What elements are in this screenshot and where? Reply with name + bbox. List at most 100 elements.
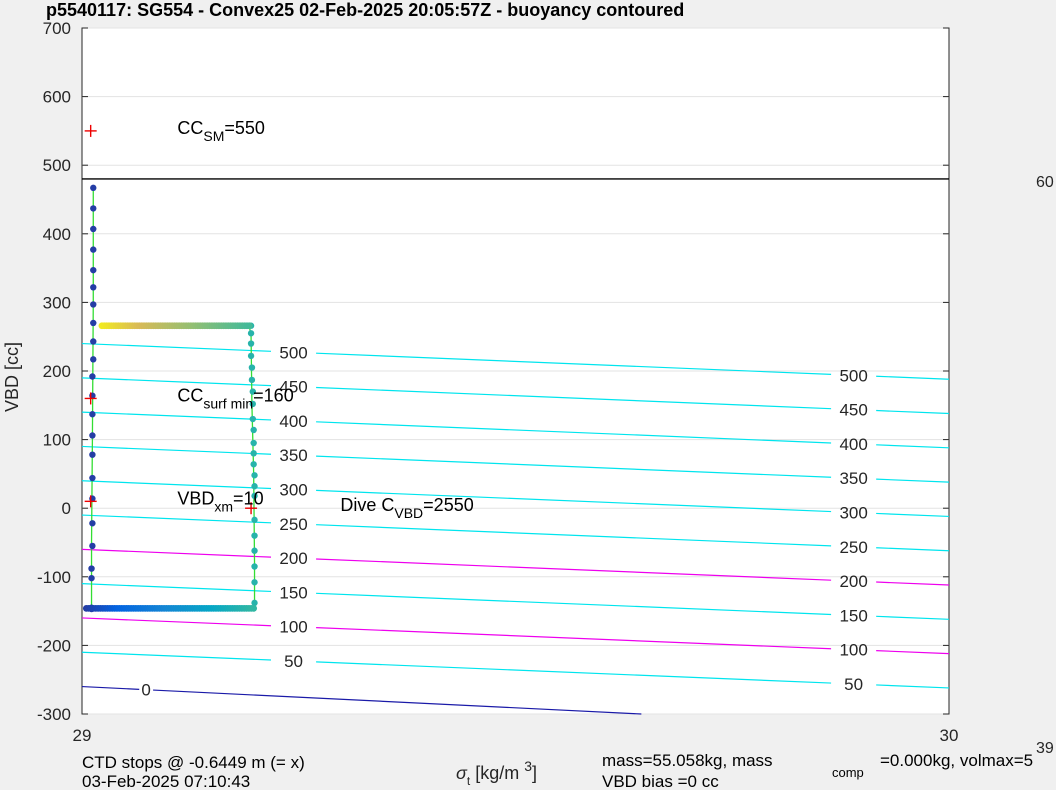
annotation-label: CCsurf min=160 — [177, 385, 293, 411]
vbd-bias-text: VBD bias =0 cc — [602, 772, 719, 790]
data-point — [251, 599, 258, 607]
annotation-label: VBDxm=10 — [177, 488, 263, 514]
contour-label-400: 400 — [839, 435, 867, 454]
data-point — [89, 411, 96, 418]
data-point — [90, 205, 97, 212]
annotation-label: Dive CVBD=2550 — [340, 495, 473, 521]
contour-line-200 — [876, 581, 950, 586]
buoyancy-contours: 0 50 50 100 100 150 150 200 200 250 250 300 300 350 35… — [81, 342, 950, 715]
y-tick-label: 700 — [43, 19, 71, 38]
data-point — [89, 373, 96, 380]
y-axis-label: VBD [cc] — [2, 342, 22, 412]
contour-label-50: 50 — [844, 675, 863, 694]
y-tick-label: 0 — [62, 499, 71, 518]
mass-comp-subscript: comp — [832, 765, 864, 780]
x-axis-label: σt [kg/m 3] — [456, 758, 537, 788]
data-point — [90, 356, 97, 363]
contour-line-500 — [316, 352, 832, 375]
contour-label-200: 200 — [839, 572, 867, 591]
x-tick-label: 30 — [940, 726, 959, 745]
ctd-stops-line2: 03-Feb-2025 07:10:43 — [82, 772, 250, 790]
data-point — [250, 439, 257, 447]
contour-line-250 — [316, 524, 832, 547]
contour-line-350 — [316, 455, 832, 478]
contour-line-250 — [81, 514, 272, 524]
contour-label-50: 50 — [284, 652, 303, 671]
contour-line-450 — [876, 409, 950, 415]
y-tick-label: 600 — [43, 88, 71, 107]
data-point — [247, 352, 255, 360]
contour-line-100 — [81, 617, 272, 627]
data-point — [249, 400, 256, 408]
contour-label-150: 150 — [839, 606, 867, 625]
red-plus-marker — [84, 495, 97, 508]
y-tick-label: 200 — [43, 362, 71, 381]
data-point — [250, 450, 257, 457]
contour-line-200 — [316, 558, 832, 581]
contour-label-300: 300 — [279, 480, 307, 499]
data-point — [90, 266, 97, 274]
data-points — [82, 184, 258, 613]
y-tick-label: 400 — [43, 225, 71, 244]
contour-line-150 — [876, 615, 950, 620]
data-point — [251, 492, 258, 500]
contour-line-150 — [316, 592, 832, 616]
contour-line-450 — [81, 377, 272, 387]
data-point — [89, 451, 96, 458]
contour-line-350 — [81, 445, 272, 455]
contour-line-50 — [316, 661, 832, 684]
contour-line-250 — [876, 547, 950, 552]
data-point — [88, 565, 95, 572]
contour-line-50 — [81, 651, 272, 661]
contour-label-300: 300 — [839, 504, 867, 523]
contour-label-350: 350 — [279, 446, 307, 465]
contour-label-250: 250 — [839, 538, 867, 557]
y-tick-label: 300 — [43, 293, 71, 312]
contour-label-200: 200 — [279, 549, 307, 568]
y-tick-label: 100 — [43, 431, 71, 450]
data-point — [90, 284, 97, 291]
data-point — [251, 563, 258, 570]
contour-line-50 — [876, 684, 950, 689]
red-plus-marker — [84, 124, 97, 137]
right-axis-tick-lower: 39 — [1036, 740, 1054, 757]
mass-info-part-a: mass=55.058kg, mass — [602, 751, 773, 770]
contour-line-100 — [316, 626, 832, 650]
data-point — [250, 426, 257, 434]
red-markers — [84, 124, 258, 515]
y-tick-label: -200 — [37, 636, 71, 655]
contour-line-150 — [81, 583, 272, 593]
contour-line-350 — [876, 478, 950, 483]
data-point — [249, 415, 256, 423]
contour-label-450: 450 — [279, 378, 307, 397]
contour-line-100 — [876, 650, 950, 655]
contour-line-500 — [876, 375, 950, 380]
y-tick-label: -300 — [37, 705, 71, 724]
data-point — [89, 520, 96, 527]
band-point — [245, 322, 253, 330]
annotations: CCSM=550 CCsurf min=160 VBDxm=10 Dive CVBD=… — [177, 118, 473, 521]
contour-line-300 — [876, 512, 950, 518]
contour-label-100: 100 — [839, 641, 867, 660]
data-point — [247, 330, 255, 337]
data-point — [90, 338, 97, 345]
x-tick-label: 29 — [73, 726, 92, 745]
contour-label-500: 500 — [839, 366, 867, 385]
contour-label-100: 100 — [279, 618, 307, 637]
band-point — [250, 604, 258, 612]
contour-label-250: 250 — [279, 515, 307, 534]
data-point — [250, 461, 257, 468]
data-point — [251, 547, 258, 554]
contour-label-0: 0 — [141, 681, 150, 700]
data-point — [89, 542, 96, 550]
right-axis-tick-upper: 60 — [1036, 174, 1054, 191]
red-plus-marker — [84, 392, 97, 405]
contour-line-450 — [316, 386, 832, 410]
data-point — [88, 574, 95, 582]
data-point — [251, 532, 258, 539]
contour-label-350: 350 — [839, 469, 867, 488]
data-point — [90, 225, 97, 233]
y-tick-label: 500 — [43, 156, 71, 175]
mass-info-line1: mass=55.058kg, mass — [602, 751, 773, 770]
